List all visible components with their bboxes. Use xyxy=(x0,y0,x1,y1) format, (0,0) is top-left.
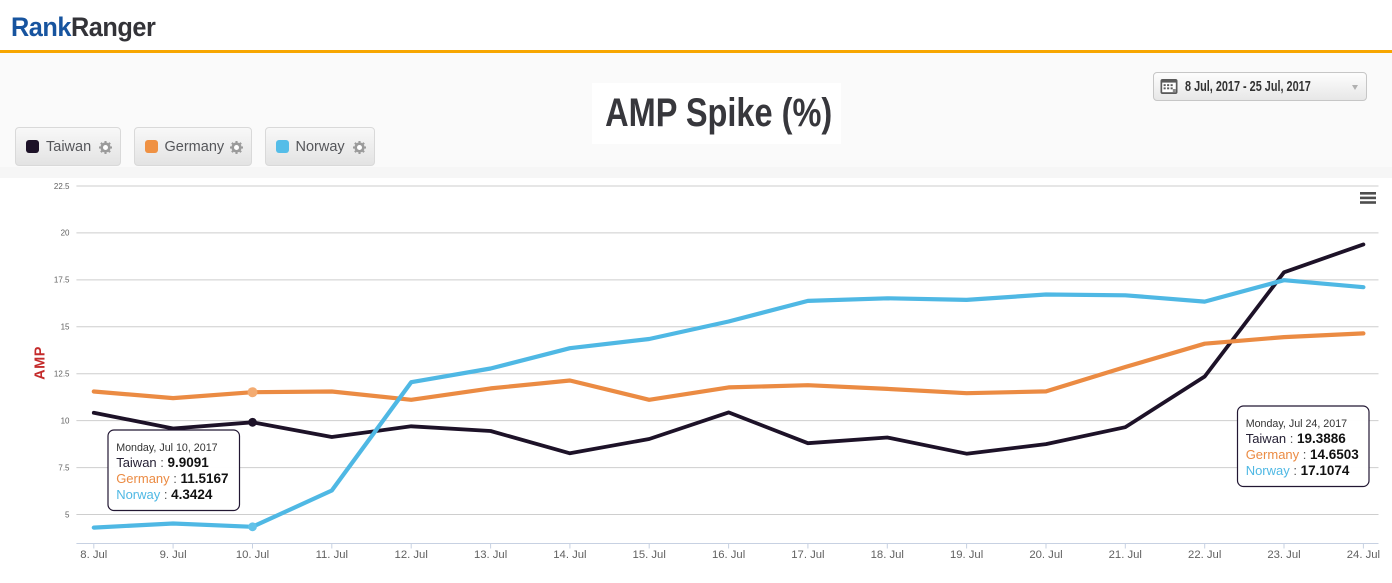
svg-text:24. Jul: 24. Jul xyxy=(1347,549,1380,561)
svg-text:20. Jul: 20. Jul xyxy=(1029,549,1062,561)
svg-text:9. Jul: 9. Jul xyxy=(160,549,187,561)
svg-text:11. Jul: 11. Jul xyxy=(316,549,348,561)
svg-text:AMP: AMP xyxy=(33,346,49,380)
svg-text:7.5: 7.5 xyxy=(58,463,70,472)
svg-text:14. Jul: 14. Jul xyxy=(553,549,586,561)
svg-text:20: 20 xyxy=(61,229,70,238)
svg-text:5: 5 xyxy=(65,510,70,519)
svg-text:Germany : 11.5167: Germany : 11.5167 xyxy=(116,471,228,486)
svg-text:19. Jul: 19. Jul xyxy=(950,549,983,561)
svg-text:22.5: 22.5 xyxy=(54,182,70,191)
svg-text:Germany : 14.6503: Germany : 14.6503 xyxy=(1246,447,1360,462)
svg-text:10: 10 xyxy=(61,416,70,425)
svg-text:22. Jul: 22. Jul xyxy=(1188,549,1221,561)
svg-text:15. Jul: 15. Jul xyxy=(633,549,666,561)
svg-text:12. Jul: 12. Jul xyxy=(395,549,428,561)
svg-text:Norway : 4.3424: Norway : 4.3424 xyxy=(116,487,213,502)
svg-text:17. Jul: 17. Jul xyxy=(791,549,824,561)
svg-text:17.5: 17.5 xyxy=(54,276,70,285)
svg-text:13. Jul: 13. Jul xyxy=(474,549,507,561)
svg-text:21. Jul: 21. Jul xyxy=(1109,549,1142,561)
svg-text:12.5: 12.5 xyxy=(54,370,70,379)
svg-text:Monday, Jul 24, 2017: Monday, Jul 24, 2017 xyxy=(1246,418,1347,430)
svg-text:18. Jul: 18. Jul xyxy=(871,549,904,561)
svg-text:16. Jul: 16. Jul xyxy=(712,549,745,561)
svg-text:10. Jul: 10. Jul xyxy=(236,549,269,561)
svg-text:Taiwan : 9.9091: Taiwan : 9.9091 xyxy=(116,455,209,470)
svg-text:Taiwan : 19.3886: Taiwan : 19.3886 xyxy=(1246,431,1347,446)
svg-text:Norway : 17.1074: Norway : 17.1074 xyxy=(1246,463,1350,478)
svg-text:23. Jul: 23. Jul xyxy=(1267,549,1300,561)
svg-text:15: 15 xyxy=(61,323,70,332)
svg-text:8. Jul: 8. Jul xyxy=(80,549,107,561)
svg-text:Monday, Jul 10, 2017: Monday, Jul 10, 2017 xyxy=(116,442,217,454)
